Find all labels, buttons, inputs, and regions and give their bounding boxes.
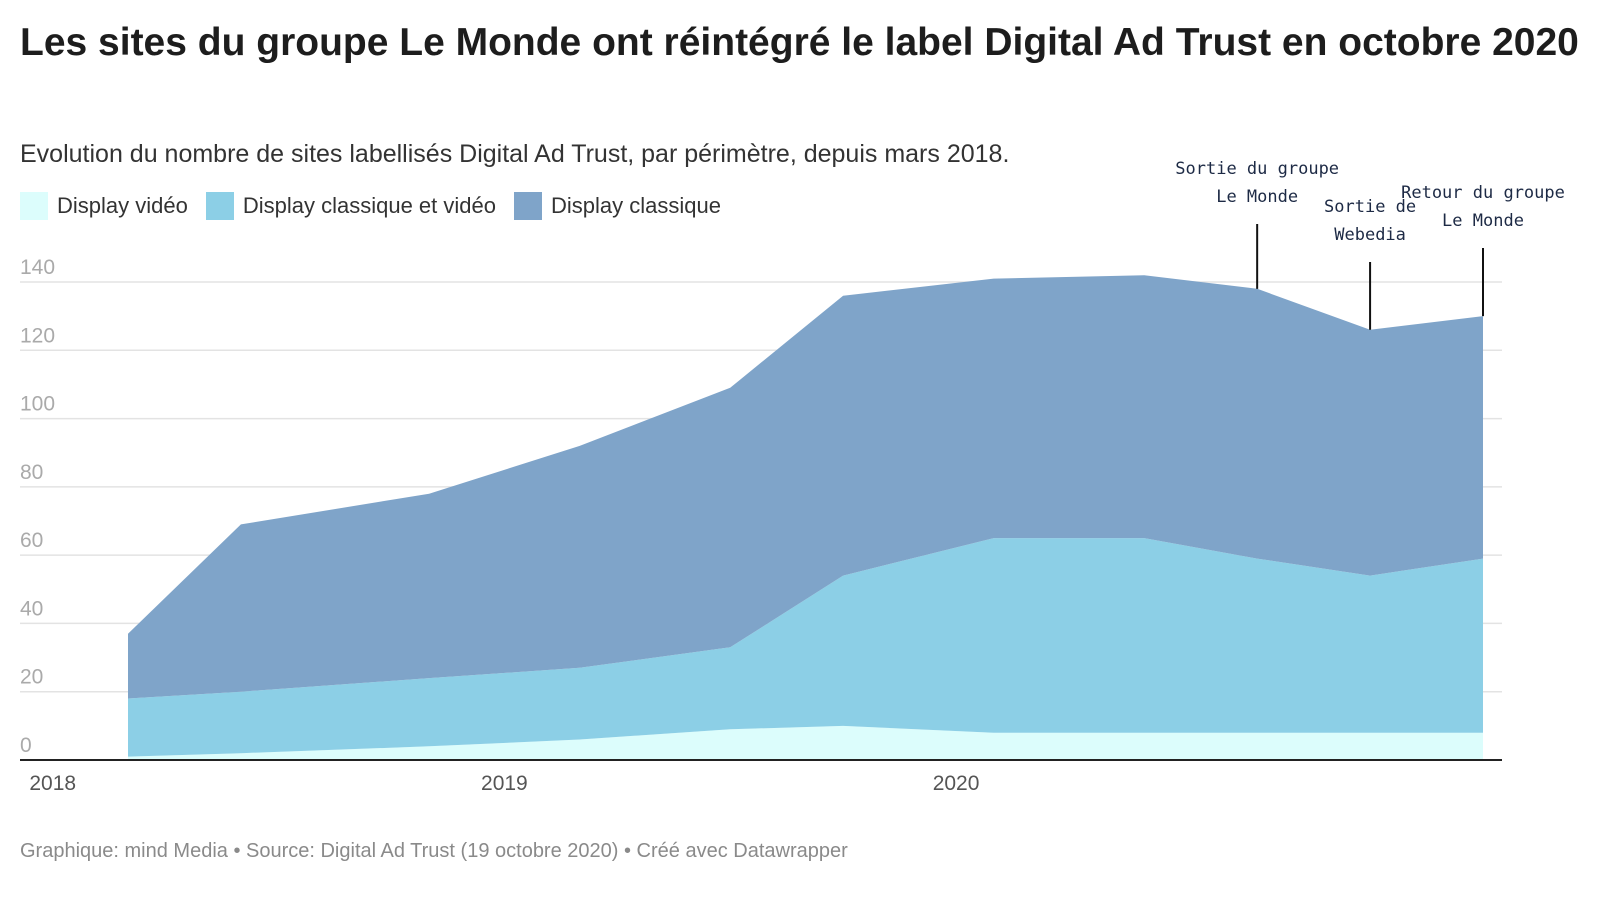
chart-subtitle: Evolution du nombre de sites labellisés …	[20, 140, 1010, 168]
legend-swatch-display-video	[20, 192, 48, 220]
x-tick-2020: 2020	[933, 772, 980, 795]
annotation-label-1-line-1: Sortie du groupe	[1175, 159, 1339, 179]
y-tick-40: 40	[20, 597, 43, 620]
legend-swatch-display-classique	[513, 192, 542, 220]
chart-title: Les sites du groupe Le Monde ont réintég…	[20, 21, 1579, 64]
area-display-classique	[128, 275, 1483, 699]
legend-item-display-video: Display vidéo	[20, 192, 188, 220]
annotation-label-3-line-2: Le Monde	[1442, 211, 1524, 231]
legend-item-display-classique-et-video: Display classique et vidéo	[205, 192, 496, 220]
y-tick-140: 140	[20, 256, 55, 279]
annotation-label-3-line-1: Retour du groupe	[1401, 183, 1565, 203]
annotation-label-2-line-1: Sortie de	[1324, 197, 1416, 217]
y-tick-0: 0	[20, 734, 32, 757]
legend: Display vidéo Display classique et vidéo…	[20, 192, 739, 220]
annotation-label-1-line-2: Le Monde	[1216, 187, 1298, 207]
area-display-classique-et-video	[128, 538, 1483, 757]
chart-footer: Graphique: mind Media • Source: Digital …	[20, 840, 848, 862]
legend-label-display-video: Display vidéo	[57, 193, 188, 218]
area-display-video	[128, 725, 1483, 760]
legend-label-display-classique: Display classique	[550, 193, 721, 218]
y-tick-120: 120	[20, 324, 55, 347]
y-tick-100: 100	[20, 393, 55, 416]
legend-swatch-display-classique-et-video	[205, 192, 234, 220]
annotation-label-2-line-2: Webedia	[1334, 225, 1406, 245]
y-tick-80: 80	[20, 461, 43, 484]
x-tick-2019: 2019	[481, 772, 528, 795]
y-tick-60: 60	[20, 529, 43, 552]
legend-item-display-classique: Display classique	[513, 192, 721, 220]
y-tick-20: 20	[20, 666, 43, 689]
x-tick-2018: 2018	[29, 772, 76, 795]
legend-label-display-classique-et-video: Display classique et vidéo	[242, 193, 496, 218]
